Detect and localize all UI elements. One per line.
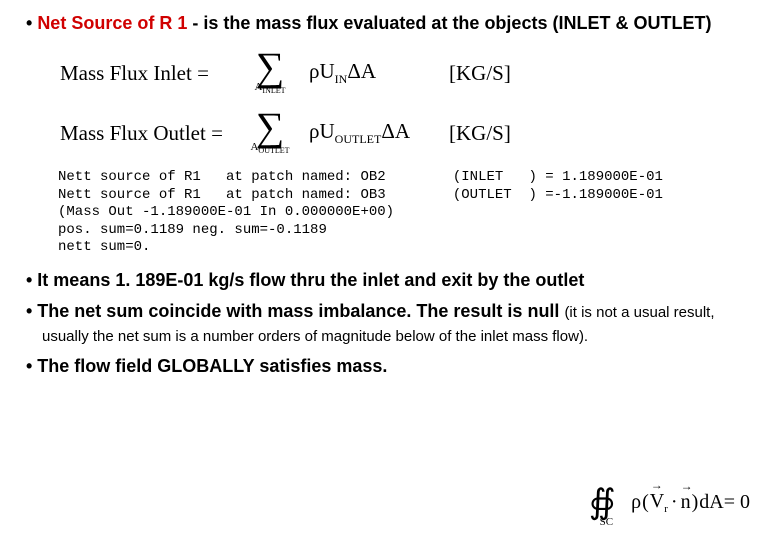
net-source-rest: - is the mass flux evaluated at the obje… [192,13,711,33]
solver-output: Nett source of R1 at patch named: OB2 (I… [58,169,760,257]
int-da: dA [699,491,723,514]
int-n: →n [681,491,691,514]
net-source-red: Net Source of R 1 [37,13,192,33]
equations-block: Mass Flux Inlet = ∑ AINLET ρUINΔA [KG/S]… [60,43,760,163]
sigma-icon: ∑ [256,111,285,143]
surface-integral: ∯ SC ρ ( →Vr · →n ) dA = 0 [587,482,750,522]
eq-inlet-body: ρUINΔA [305,59,449,87]
bullet-lead: • [26,13,37,33]
eq-inlet-label: Mass Flux Inlet = [60,61,235,86]
sigma-inlet-sub: AINLET [254,81,285,95]
bullet-means: • It means 1. 189E-01 kg/s flow thru the… [20,269,760,292]
eq-outlet-unit: [KG/S] [449,121,529,146]
eq-outlet-body: ρUOUTLETΔA [305,119,449,147]
equation-outlet: Mass Flux Outlet = ∑ AOUTLET ρUOUTLETΔA … [60,103,760,163]
int-dot: · [671,491,678,514]
eq-inlet-unit: [KG/S] [449,61,529,86]
bullet-globally: • The flow field GLOBALLY satisfies mass… [20,355,760,378]
sigma-icon: ∑ [256,51,285,83]
bullet-netsum: • The net sum coincide with mass imbalan… [20,300,760,347]
eq-outlet-label: Mass Flux Outlet = [60,121,235,146]
int-eq: = 0 [724,491,750,514]
integral-sub: SC [600,516,613,528]
sigma-outlet: ∑ AOUTLET [235,111,305,155]
int-rho: ρ [631,491,641,514]
sigma-outlet-sub: AOUTLET [250,141,289,155]
equation-inlet: Mass Flux Inlet = ∑ AINLET ρUINΔA [KG/S] [60,43,760,103]
bullet-netsum-main: • The net sum coincide with mass imbalan… [26,301,564,321]
sigma-inlet: ∑ AINLET [235,51,305,95]
bullet-net-source: • Net Source of R 1 - is the mass flux e… [20,12,760,35]
int-v: →Vr [650,490,668,515]
